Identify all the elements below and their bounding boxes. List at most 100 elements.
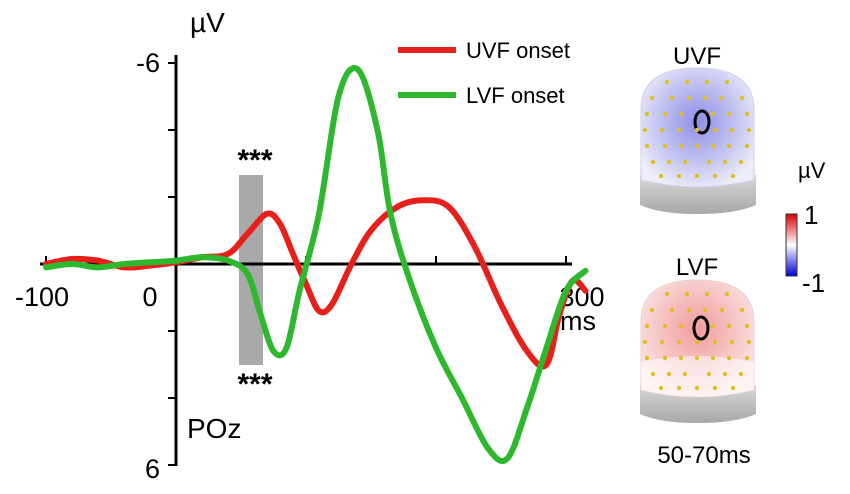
electrode-dot [662, 143, 668, 149]
electrode-dot [744, 355, 750, 361]
electrode-dot [719, 307, 725, 313]
electrode-dot [712, 339, 718, 345]
electrode-dot [694, 385, 700, 391]
legend: UVF onset LVF onset [398, 38, 570, 108]
electrode-dot [712, 385, 718, 391]
electrode-dot [702, 307, 708, 313]
electrode-dot [730, 173, 736, 179]
electrode-dot [666, 159, 672, 165]
electrode-dot [642, 339, 648, 345]
electrode-dot [702, 95, 708, 101]
electrode-dot [710, 111, 716, 117]
electrode-dot [710, 143, 716, 149]
x-tick-min: -100 [15, 282, 69, 312]
significance-stars-upper: *** [237, 144, 272, 177]
electrode-dot [649, 95, 655, 101]
electrode-dot [706, 159, 712, 165]
electrode-dot [729, 339, 735, 345]
electrode-dot [664, 79, 670, 85]
electrode-dot [676, 339, 682, 345]
erp-plot: *** *** µV -6 6 -100 0 300 ms POz UVF on… [15, 7, 605, 484]
electrode-dot [729, 127, 735, 133]
electrode-dot [650, 159, 656, 165]
electrode-dot [658, 385, 664, 391]
electrode-dot [644, 143, 650, 149]
electrode-dot [669, 307, 675, 313]
electrode-dot [678, 323, 684, 329]
electrode-marker-lower [692, 315, 710, 341]
colorbar-scale [785, 213, 798, 277]
electrode-dot [659, 127, 665, 133]
electrode-dot [658, 173, 664, 179]
electrode-dot [704, 79, 710, 85]
electrode-dot [684, 291, 690, 297]
electrode-dot [724, 291, 730, 297]
electrode-dot [694, 355, 700, 361]
electrode-dot [650, 371, 656, 377]
electrode-dot [676, 173, 682, 179]
electrode-dot [730, 385, 736, 391]
colorbar: µV 1 -1 [785, 158, 826, 298]
electrode-dot [744, 111, 750, 117]
electrode-dot [706, 371, 712, 377]
electrode-dot [662, 355, 668, 361]
electrode-dot [694, 143, 700, 149]
electrode-dot [669, 95, 675, 101]
electrode-dot [726, 355, 732, 361]
y-tick-bottom: 6 [145, 454, 160, 484]
series-line-lvf-onset [43, 65, 589, 464]
electrode-dot [659, 339, 665, 345]
electrode-label: POz [187, 413, 241, 444]
legend-label-uvf-onset: UVF onset [466, 38, 570, 63]
electrode-dot [744, 323, 750, 329]
electrode-dot [726, 111, 732, 117]
electrode-dot [644, 323, 650, 329]
x-tick-zero: 0 [142, 282, 157, 312]
electrode-dot [664, 291, 670, 297]
electrode-dot [644, 111, 650, 117]
electrode-dot [744, 143, 750, 149]
electrode-dot [682, 159, 688, 165]
electrode-dot [686, 95, 692, 101]
electrode-dot [662, 111, 668, 117]
electrode-dot [704, 291, 710, 297]
electrode-dot [722, 371, 728, 377]
electrode-dot [712, 127, 718, 133]
electrode-marker-upper [693, 109, 711, 135]
topomap-title-upper: UVF [673, 43, 721, 70]
electrode-dot [649, 307, 655, 313]
electrode-dot [726, 143, 732, 149]
topomap-lower: LVF [640, 254, 756, 423]
significance-stars-lower: *** [237, 368, 272, 401]
electrode-dot [678, 111, 684, 117]
y-tick-top: -6 [136, 48, 160, 78]
electrode-dot [644, 355, 650, 361]
electrode-dot [739, 95, 745, 101]
electrode-dot [694, 127, 700, 133]
electrode-dot [746, 339, 752, 345]
electrode-dot [662, 323, 668, 329]
electrode-dot [676, 385, 682, 391]
colorbar-unit: µV [798, 158, 826, 183]
topomap-title-lower: LVF [676, 254, 718, 281]
x-axis-label: ms [560, 306, 596, 336]
y-axis-label: µV [190, 7, 225, 38]
electrode-dot [694, 339, 700, 345]
electrode-dot [684, 79, 690, 85]
topomap-upper: UVF [640, 43, 756, 214]
electrode-dot [726, 323, 732, 329]
electrode-dot [739, 307, 745, 313]
electrode-dot [686, 307, 692, 313]
head-lower-shade [641, 356, 754, 397]
legend-label-lvf-onset: LVF onset [466, 83, 565, 108]
electrode-dot [712, 173, 718, 179]
time-window-label: 50-70ms [657, 442, 750, 469]
electrode-dot [746, 127, 752, 133]
electrode-dot [722, 159, 728, 165]
electrode-dot [642, 127, 648, 133]
electrode-dot [694, 173, 700, 179]
electrode-dot [710, 323, 716, 329]
electrode-dot [678, 355, 684, 361]
electrode-dot [719, 95, 725, 101]
